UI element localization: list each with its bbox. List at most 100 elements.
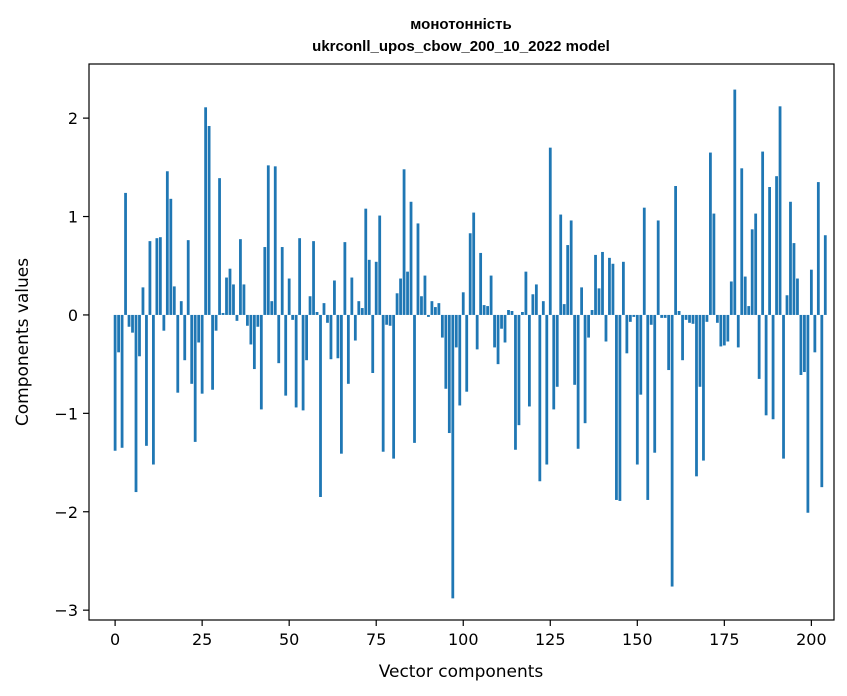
bar [806,314,810,513]
bar [430,301,434,315]
y-tick-label: −2 [54,503,78,522]
bar [534,284,538,315]
bar [305,314,308,361]
x-tick-label: 200 [796,630,827,649]
bar [601,251,604,315]
bar [165,171,169,315]
x-axis-label: Vector components [379,662,544,682]
bar [771,314,775,420]
bar [639,314,643,395]
bar [277,314,281,364]
bar [729,281,733,315]
bar [420,296,423,315]
bar [743,276,747,315]
bar [242,284,246,315]
bar [618,314,622,501]
bar [809,269,813,315]
bar [158,237,162,315]
bar [803,314,806,373]
bar [507,310,510,315]
bar [315,311,319,315]
bar [423,275,427,315]
bar [454,314,458,348]
bar [162,314,166,331]
bar [635,314,639,465]
bar [531,294,535,315]
bar [340,314,343,454]
bar [346,314,350,384]
bar [472,212,476,315]
bar [521,311,524,315]
bar [524,271,528,315]
bar [757,314,761,379]
bar [256,314,260,327]
bar [722,314,726,346]
bar [674,186,677,315]
bar [684,314,688,320]
bar [677,311,681,315]
bar [823,235,827,315]
bar [816,182,820,315]
bar [319,314,322,497]
bar [559,214,563,315]
bar [294,314,298,408]
bar [371,314,375,373]
bar [545,314,549,465]
bar [336,314,340,359]
bar [440,314,444,338]
bar [273,166,277,315]
bar [138,314,141,357]
bar [186,240,190,315]
bar [552,314,556,410]
bar [555,314,559,387]
bar [326,314,329,323]
bar [395,293,399,315]
bar [702,314,705,461]
bar [353,314,357,341]
bar [691,314,695,324]
bar [364,208,368,315]
y-tick-label: 2 [68,109,78,128]
bar [291,314,295,320]
bar [628,314,632,322]
y-tick-label: 1 [68,208,78,227]
bar [225,277,228,315]
bar [486,306,490,315]
bar [451,314,455,599]
bar [117,314,120,353]
bar [124,192,127,315]
bar [740,168,744,315]
bar [796,278,799,315]
x-tick-label: 50 [279,630,299,649]
bar [569,220,573,315]
bar [820,314,824,488]
bar [656,220,660,315]
bar [169,198,173,315]
bar [458,314,462,406]
bar [764,314,768,416]
bar [503,314,507,343]
bar [308,296,312,315]
bar [562,304,566,315]
bar [510,311,514,315]
bar [726,314,730,342]
bar [360,308,364,315]
bar [388,314,392,326]
bar [695,314,698,477]
bar [427,314,430,317]
bar [207,126,211,315]
bar [200,314,204,394]
bar [301,314,305,411]
bar [799,314,803,375]
bar [461,292,465,315]
bar [778,106,782,315]
bar [653,314,657,453]
bar [447,314,451,434]
bar [437,303,441,315]
bar [357,301,361,315]
bar [719,314,723,347]
bar [667,314,671,371]
bar [179,301,183,315]
chart-title: монотонність [410,16,511,33]
